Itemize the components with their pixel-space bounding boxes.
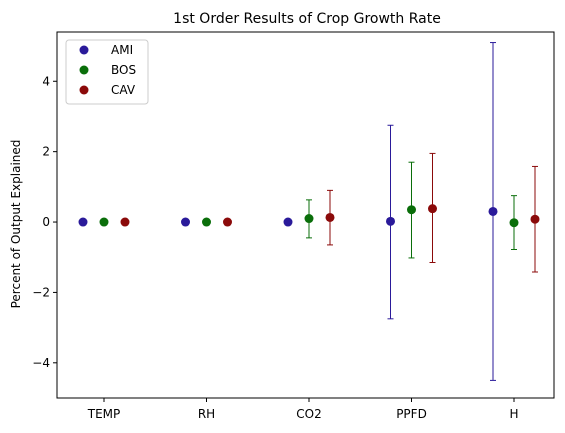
legend-marker-bos	[79, 65, 89, 75]
x-tick-label: TEMP	[87, 407, 121, 421]
legend: AMI BOS CAV	[65, 39, 149, 105]
data-point-cav	[120, 217, 130, 227]
y-tick-label: 2	[42, 145, 50, 159]
y-tick-label: −2	[32, 285, 50, 299]
x-tick-label: PPFD	[396, 407, 427, 421]
data-point-cav	[428, 204, 437, 214]
data-point-ami	[488, 206, 498, 216]
data-point-ami	[181, 217, 190, 227]
legend-label-bos: BOS	[111, 63, 136, 77]
data-point-bos	[407, 205, 416, 215]
legend-label-cav: CAV	[111, 83, 136, 97]
legend-marker-cav	[79, 85, 89, 95]
data-point-bos	[509, 218, 519, 228]
data-point-cav	[223, 217, 232, 227]
data-point-ami	[78, 217, 88, 227]
data-point-cav	[325, 212, 335, 222]
data-point-ami	[283, 217, 293, 227]
y-tick-label: 0	[42, 215, 50, 229]
data-point-ami	[386, 216, 395, 226]
x-tick-label: RH	[198, 407, 215, 421]
x-tick-label: CO2	[296, 407, 321, 421]
legend-label-ami: AMI	[111, 43, 133, 57]
legend-marker-ami	[79, 45, 89, 55]
y-tick-label: −4	[32, 356, 50, 370]
data-point-bos	[99, 217, 109, 227]
plot-frame	[56, 31, 555, 399]
chart-title: 1st Order Results of Crop Growth Rate	[173, 11, 441, 27]
y-axis-label: Percent of Output Explained	[9, 140, 23, 309]
plot-area: −4 −2 0 2 4 TEMP RH CO2 PPFD H	[32, 31, 555, 421]
data-point-bos	[304, 214, 314, 224]
x-tick-label: H	[509, 407, 518, 421]
y-tick-label: 4	[42, 74, 50, 88]
data-point-cav	[530, 214, 540, 224]
data-point-bos	[202, 217, 211, 227]
